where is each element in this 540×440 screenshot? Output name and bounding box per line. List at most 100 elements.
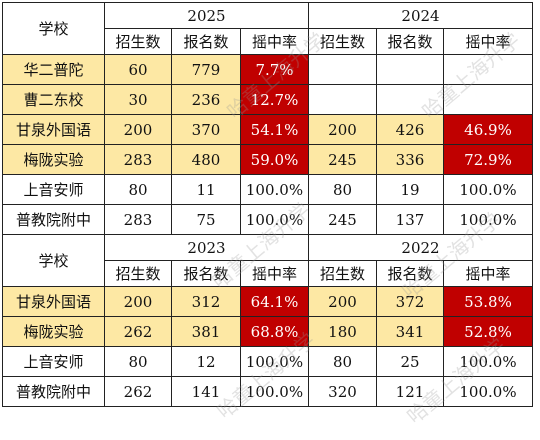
school-name: 普教院附中 xyxy=(2,204,105,235)
apply-value: 75 xyxy=(171,204,241,235)
year-header: 2023 xyxy=(104,234,309,261)
school-name: 普教院附中 xyxy=(2,376,105,407)
apply-value: 381 xyxy=(171,316,241,347)
table-row: 普教院附中 283 75 100.0% 245 137 100.0% xyxy=(2,204,533,235)
school-name: 甘泉外国语 xyxy=(2,114,105,145)
apply-value: 12 xyxy=(171,346,241,377)
apply-value: 341 xyxy=(376,316,444,347)
enroll-value: 262 xyxy=(104,316,172,347)
table-row: 梅陇实验 262 381 68.8% 180 341 52.8% xyxy=(2,316,533,347)
enroll-value xyxy=(308,54,377,85)
enroll-value: 245 xyxy=(308,204,377,235)
enroll-value: 80 xyxy=(104,346,172,377)
rate-value: 64.1% xyxy=(240,286,309,317)
apply-header: 报名数 xyxy=(376,28,444,55)
rate-value: 46.9% xyxy=(443,114,533,145)
table-row: 上音安师 80 11 100.0% 80 19 100.0% xyxy=(2,174,533,205)
enroll-value: 200 xyxy=(104,286,172,317)
school-name: 梅陇实验 xyxy=(2,144,105,175)
rate-value: 100.0% xyxy=(240,346,309,377)
rate-value xyxy=(443,84,533,115)
rate-value: 100.0% xyxy=(240,174,309,205)
apply-value: 25 xyxy=(376,346,444,377)
apply-header: 报名数 xyxy=(171,28,241,55)
school-header: 学校 xyxy=(2,234,105,287)
apply-value: 372 xyxy=(376,286,444,317)
rate-value: 68.8% xyxy=(240,316,309,347)
enroll-value: 283 xyxy=(104,144,172,175)
school-header: 学校 xyxy=(2,2,105,55)
school-name: 华二普陀 xyxy=(2,54,105,85)
enroll-value xyxy=(308,84,377,115)
rate-value: 59.0% xyxy=(240,144,309,175)
apply-value: 336 xyxy=(376,144,444,175)
apply-value: 312 xyxy=(171,286,241,317)
year-header: 2022 xyxy=(308,234,533,261)
apply-value: 370 xyxy=(171,114,241,145)
rate-header: 摇中率 xyxy=(443,260,533,287)
apply-value xyxy=(376,54,444,85)
enroll-value: 60 xyxy=(104,54,172,85)
rate-header: 摇中率 xyxy=(443,28,533,55)
enroll-value: 245 xyxy=(308,144,377,175)
apply-value: 137 xyxy=(376,204,444,235)
rate-value: 100.0% xyxy=(443,204,533,235)
rate-value: 54.1% xyxy=(240,114,309,145)
bottom-column-header-row: 招生数 报名数 摇中率 招生数 报名数 摇中率 xyxy=(3,260,533,287)
year-header: 2025 xyxy=(104,2,309,29)
admission-table: 学校 2025 2024 招生数 报名数 摇中率 招生数 报名数 摇中率 华二普… xyxy=(2,2,533,407)
rate-value: 100.0% xyxy=(443,346,533,377)
bottom-year-header-row: 学校 2023 2022 xyxy=(2,234,533,287)
enroll-value: 200 xyxy=(308,114,377,145)
rate-value: 72.9% xyxy=(443,144,533,175)
enroll-header: 招生数 xyxy=(308,260,377,287)
rate-value: 53.8% xyxy=(443,286,533,317)
rate-value: 100.0% xyxy=(240,204,309,235)
enroll-value: 283 xyxy=(104,204,172,235)
table-row: 甘泉外国语 200 370 54.1% 200 426 46.9% xyxy=(2,114,533,145)
enroll-value: 320 xyxy=(308,376,377,407)
enroll-header: 招生数 xyxy=(308,28,377,55)
rate-value: 100.0% xyxy=(443,174,533,205)
school-name: 甘泉外国语 xyxy=(2,286,105,317)
table-row: 上音安师 80 12 100.0% 80 25 100.0% xyxy=(2,346,533,377)
enroll-value: 80 xyxy=(308,346,377,377)
apply-value: 141 xyxy=(171,376,241,407)
table-row: 曹二东校 30 236 12.7% xyxy=(2,84,533,115)
apply-value: 426 xyxy=(376,114,444,145)
rate-value: 12.7% xyxy=(240,84,309,115)
year-header: 2024 xyxy=(308,2,533,29)
apply-value: 19 xyxy=(376,174,444,205)
table-row: 华二普陀 60 779 7.7% xyxy=(2,54,533,85)
enroll-header: 招生数 xyxy=(104,28,172,55)
apply-value: 236 xyxy=(171,84,241,115)
rate-value: 7.7% xyxy=(240,54,309,85)
enroll-value: 200 xyxy=(104,114,172,145)
top-year-header-row: 学校 2025 2024 xyxy=(2,2,533,55)
school-name: 上音安师 xyxy=(2,346,105,377)
rate-header: 摇中率 xyxy=(240,28,309,55)
rate-value: 52.8% xyxy=(443,316,533,347)
apply-value xyxy=(376,84,444,115)
rate-value: 100.0% xyxy=(443,376,533,407)
apply-value: 121 xyxy=(376,376,444,407)
rate-value: 100.0% xyxy=(240,376,309,407)
apply-header: 报名数 xyxy=(171,260,241,287)
school-name: 上音安师 xyxy=(2,174,105,205)
apply-header: 报名数 xyxy=(376,260,444,287)
enroll-value: 200 xyxy=(308,286,377,317)
apply-value: 11 xyxy=(171,174,241,205)
table-row: 梅陇实验 283 480 59.0% 245 336 72.9% xyxy=(2,144,533,175)
apply-value: 779 xyxy=(171,54,241,85)
enroll-header: 招生数 xyxy=(104,260,172,287)
top-column-header-row: 招生数 报名数 摇中率 招生数 报名数 摇中率 xyxy=(3,28,533,55)
table-row: 普教院附中 262 141 100.0% 320 121 100.0% xyxy=(2,376,533,407)
table-row: 甘泉外国语 200 312 64.1% 200 372 53.8% xyxy=(2,286,533,317)
rate-value xyxy=(443,54,533,85)
enroll-value: 80 xyxy=(308,174,377,205)
school-name: 曹二东校 xyxy=(2,84,105,115)
enroll-value: 80 xyxy=(104,174,172,205)
enroll-value: 262 xyxy=(104,376,172,407)
school-name: 梅陇实验 xyxy=(2,316,105,347)
enroll-value: 180 xyxy=(308,316,377,347)
